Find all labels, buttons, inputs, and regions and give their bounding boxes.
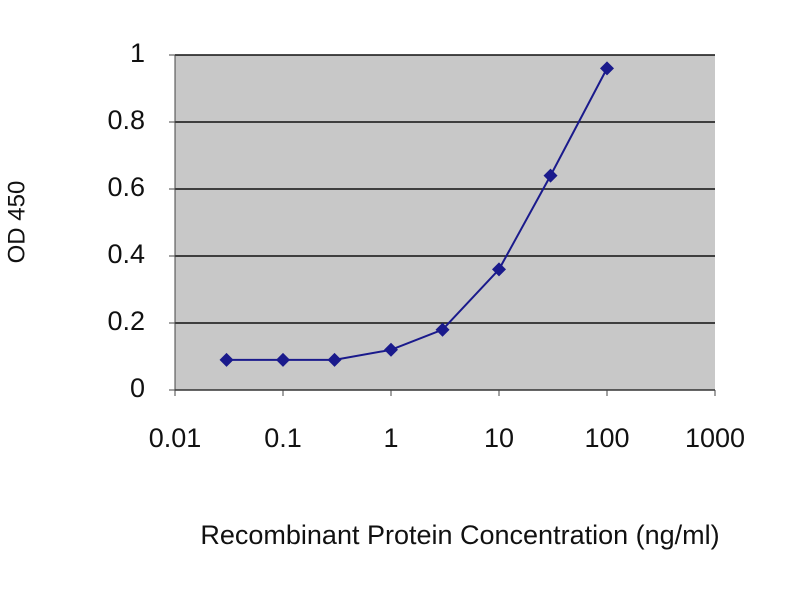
data-point xyxy=(276,352,290,367)
y-tick-label: 0.6 xyxy=(107,172,145,202)
y-tick-label: 0 xyxy=(130,373,145,403)
x-tick-label: 1 xyxy=(383,423,398,453)
x-tick-label: 0.1 xyxy=(264,423,302,453)
y-tick-label: 0.4 xyxy=(107,239,145,269)
x-tick-label: 1000 xyxy=(685,423,745,453)
x-tick-label: 10 xyxy=(484,423,514,453)
data-line xyxy=(226,67,608,361)
data-point xyxy=(543,168,558,183)
y-tick-label: 0.2 xyxy=(107,306,145,336)
data-point xyxy=(327,352,342,367)
data-point xyxy=(219,352,234,367)
x-tick-label: 100 xyxy=(584,423,629,453)
y-tick-label: 0.8 xyxy=(107,105,145,135)
plot-area xyxy=(175,55,715,390)
data-point xyxy=(600,61,614,76)
data-point xyxy=(435,322,450,337)
y-axis-label: OD 450 xyxy=(3,181,30,264)
data-point xyxy=(492,262,506,277)
y-tick-label: 1 xyxy=(130,38,145,68)
x-axis-label: Recombinant Protein Concentration (ng/ml… xyxy=(200,520,719,550)
x-tick-label: 0.01 xyxy=(149,423,202,453)
data-point xyxy=(384,342,398,357)
